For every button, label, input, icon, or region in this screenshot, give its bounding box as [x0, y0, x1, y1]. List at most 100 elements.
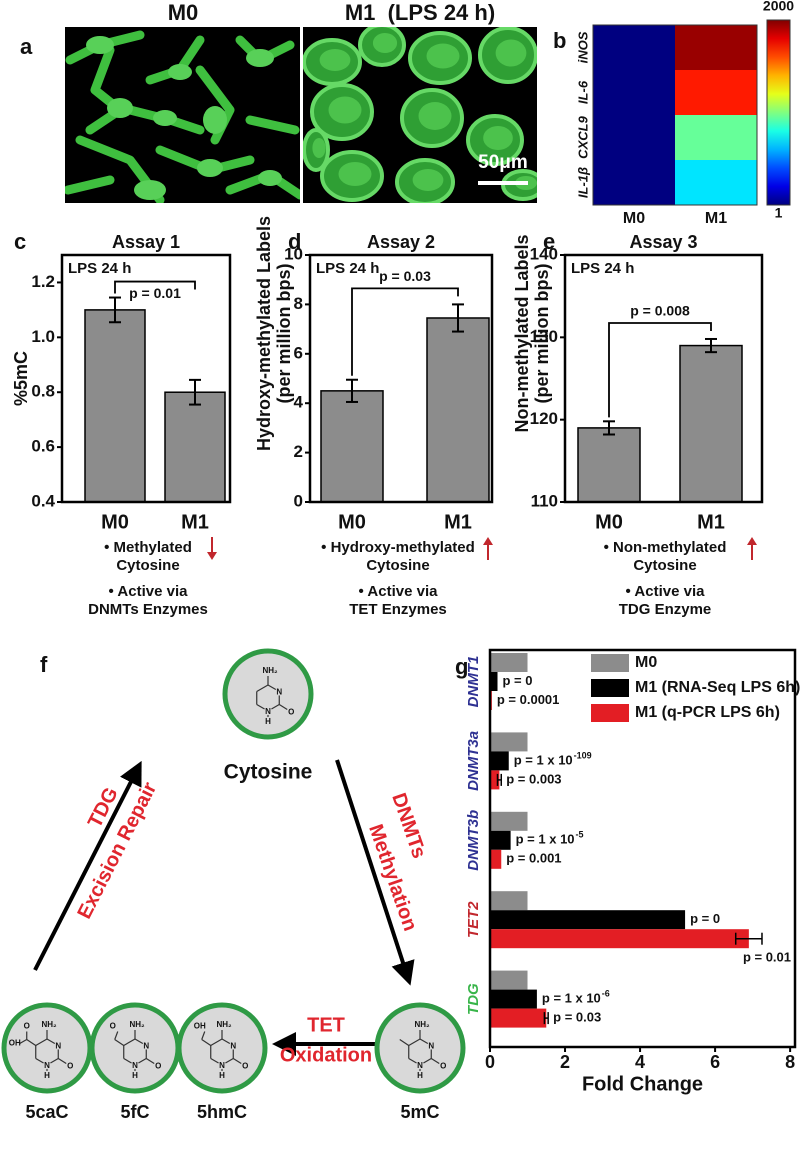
molecule-node [1, 1002, 93, 1094]
node-label: 5hmC [197, 1102, 247, 1122]
cell-body [203, 106, 227, 134]
node-label: 5fC [120, 1102, 149, 1122]
panel-label: b [553, 28, 566, 53]
cell-body [319, 49, 351, 71]
note: TDG Enzyme [619, 601, 712, 618]
row-label: IL-6 [575, 80, 590, 104]
p-value: p = 1 x 10 [542, 991, 601, 1006]
heatmap-cell [675, 70, 758, 116]
legend-swatch [591, 679, 629, 697]
error-bar [496, 773, 503, 786]
note: TET Enzymes [349, 601, 447, 618]
x-axis-label: Fold Change [582, 1073, 703, 1095]
cell-body [153, 110, 177, 126]
category-label: DNMT3b [465, 810, 482, 871]
x-tick-label: 6 [710, 1052, 720, 1072]
x-tick-label: 8 [785, 1052, 795, 1072]
bar [490, 751, 509, 771]
y-tick-label: 130 [530, 327, 558, 346]
legend-label: M1 (RNA-Seq LPS 6h) [635, 679, 800, 696]
annotation: LPS 24 h [68, 260, 131, 277]
x-tick-label: M1 [181, 511, 209, 533]
category-label: TDG [465, 983, 482, 1015]
note: • Non-methylated [604, 539, 727, 556]
atom-label: H [265, 717, 271, 726]
y-axis-label: Hydroxy-methylated Labels [254, 216, 274, 451]
cell-body [258, 170, 282, 186]
bar [490, 830, 511, 850]
atom-label: O [24, 1022, 30, 1031]
cell-body [426, 43, 460, 69]
error-bar [109, 296, 121, 324]
p-value: p = 0 [503, 673, 533, 688]
plot-frame [563, 253, 764, 504]
y-axis-label: Non-methylated Labels [512, 234, 532, 432]
category-label: DNMT3a [465, 731, 482, 791]
note: • Active via [359, 583, 439, 600]
atom-label: OH [194, 1022, 206, 1031]
atom-label: N [417, 1061, 423, 1070]
y-tick-label: 0.4 [31, 491, 55, 510]
y-tick-label: 6 [294, 343, 303, 362]
cells-m1 [303, 27, 537, 203]
chart-title: Assay 2 [367, 232, 435, 252]
bar [426, 317, 490, 503]
bar [320, 390, 384, 503]
annotation: LPS 24 h [316, 260, 379, 277]
bar [679, 344, 743, 503]
colorbar [766, 19, 791, 206]
y-tick-label: 0.8 [31, 382, 55, 401]
p-value: p = 0.003 [506, 771, 561, 786]
panel-label: a [20, 34, 33, 59]
note: • Hydroxy-methylated [321, 539, 475, 556]
note: Cytosine [366, 557, 429, 574]
bar [164, 391, 226, 503]
atom-label: H [417, 1071, 423, 1080]
bar [490, 732, 528, 752]
bond [201, 1039, 212, 1046]
row-label: iNOS [575, 31, 590, 63]
panel-label: e [543, 229, 555, 254]
legend-swatch [591, 654, 629, 672]
cell-process [245, 115, 300, 135]
cell-body [246, 49, 274, 67]
x-tick-label: 0 [485, 1052, 495, 1072]
cell-body [483, 126, 513, 150]
x-tick-label: M0 [595, 511, 623, 533]
bond [57, 1057, 67, 1065]
bar [490, 811, 528, 831]
x-tick-label: M0 [338, 511, 366, 533]
y-tick-label: 2 [294, 442, 303, 461]
bond [232, 1057, 242, 1065]
error-bar [543, 1012, 549, 1025]
cell-body [107, 98, 133, 118]
bar [490, 770, 500, 790]
p-value: p = 0.03 [379, 268, 431, 284]
bar [490, 672, 498, 691]
atom-label: N [219, 1061, 225, 1070]
atom-label: N [265, 707, 271, 716]
cell-body [338, 162, 372, 186]
significance-bracket [608, 322, 712, 418]
y-tick-label: 0 [294, 491, 303, 510]
heatmap-cell [593, 160, 676, 206]
trend-arrow-head [747, 537, 757, 545]
bond [430, 1057, 440, 1065]
heatmap-cell [675, 160, 758, 206]
p-value: p = 0.0001 [497, 692, 560, 707]
heatmap-cell [675, 25, 758, 71]
atom-gap [142, 1041, 151, 1050]
column-label: M0 [623, 210, 645, 227]
p-value: p = 0.01 [743, 950, 791, 965]
cell-body [495, 39, 527, 67]
atom-label: NH₂ [262, 666, 278, 675]
plot-frame [488, 648, 797, 1049]
atom-label: N [44, 1061, 50, 1070]
atom-label: NH₂ [129, 1020, 145, 1029]
bar [490, 891, 528, 911]
atom-label: N [132, 1061, 138, 1070]
atom-label: O [288, 708, 294, 717]
node-label: 5mC [400, 1102, 439, 1122]
atom-label: O [110, 1022, 116, 1031]
